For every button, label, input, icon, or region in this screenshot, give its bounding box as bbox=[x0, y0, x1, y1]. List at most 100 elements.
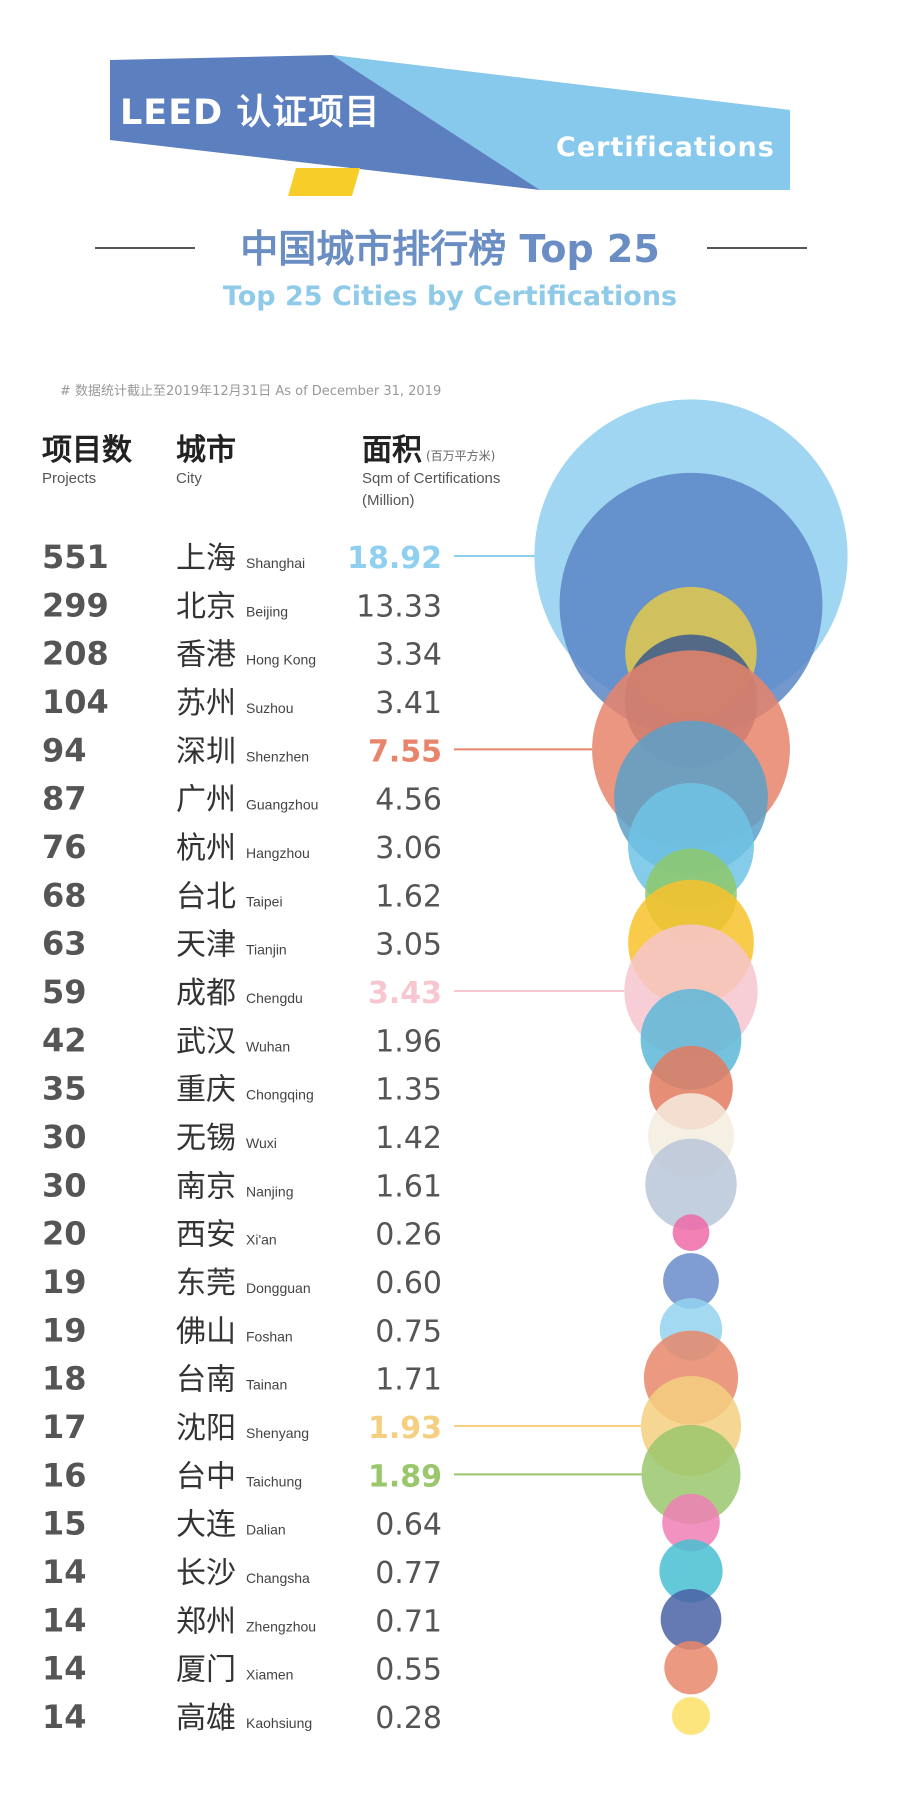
banner-title-cn: LEED 认证项目 bbox=[120, 93, 381, 133]
city-name-en: Zhengzhou bbox=[246, 1618, 316, 1634]
city-name-cn: 佛山 bbox=[176, 1314, 236, 1349]
bubble-xiamen bbox=[664, 1640, 718, 1695]
city-name-cn: 杭州 bbox=[176, 831, 236, 866]
projects-value: 15 bbox=[42, 1505, 87, 1543]
city-name-cn: 北京 bbox=[176, 589, 236, 624]
city-name-en: Guangzhou bbox=[246, 797, 318, 813]
city-name-cn: 厦门 bbox=[176, 1653, 236, 1688]
area-value: 3.05 bbox=[375, 928, 442, 963]
city-name-cn: 台中 bbox=[176, 1459, 236, 1494]
area-value: 1.71 bbox=[375, 1363, 442, 1398]
area-value: 0.75 bbox=[375, 1314, 442, 1349]
projects-value: 20 bbox=[42, 1215, 87, 1253]
projects-value: 63 bbox=[42, 925, 87, 963]
banner-graphic bbox=[110, 55, 790, 196]
city-name-cn: 高雄 bbox=[176, 1701, 236, 1736]
area-value: 4.56 bbox=[375, 783, 442, 818]
projects-value: 94 bbox=[42, 731, 87, 769]
city-name-en: Xiamen bbox=[246, 1667, 293, 1683]
city-name-cn: 苏州 bbox=[176, 686, 236, 721]
banner-yellow-mark bbox=[288, 168, 360, 196]
area-value: 0.55 bbox=[375, 1653, 442, 1688]
city-name-cn: 成都 bbox=[176, 976, 236, 1011]
bubble-dalian bbox=[662, 1493, 720, 1552]
area-value: 0.64 bbox=[375, 1508, 442, 1543]
city-name-en: Taichung bbox=[246, 1473, 302, 1489]
banner-dark-blue-shape bbox=[110, 55, 540, 190]
city-name-en: Wuhan bbox=[246, 1038, 290, 1054]
banner-title-en: Certifications bbox=[556, 132, 775, 163]
city-name-cn: 重庆 bbox=[176, 1073, 236, 1108]
city-name-cn: 西安 bbox=[176, 1218, 236, 1253]
banner-yellow-gap bbox=[263, 168, 279, 196]
city-name-en: Suzhou bbox=[246, 700, 293, 716]
projects-value: 76 bbox=[42, 828, 87, 866]
page-subtitle: Top 25 Cities by Certifications bbox=[222, 281, 678, 312]
city-name-cn: 长沙 bbox=[176, 1556, 236, 1591]
header-area: 面积 (百万平方米) bbox=[362, 425, 495, 469]
city-name-en: Chengdu bbox=[246, 990, 303, 1006]
projects-value: 551 bbox=[42, 538, 109, 576]
area-value: 7.55 bbox=[368, 734, 442, 769]
title-rule-left bbox=[95, 247, 195, 249]
area-value: 13.33 bbox=[356, 589, 442, 624]
header-area-en-2: (Million) bbox=[362, 492, 415, 509]
projects-value: 19 bbox=[42, 1263, 87, 1301]
area-value: 3.43 bbox=[368, 976, 442, 1011]
header-area-en-1: Sqm of Certifications bbox=[362, 470, 501, 487]
city-name-en: Chongqing bbox=[246, 1087, 314, 1103]
projects-value: 14 bbox=[42, 1650, 87, 1688]
city-name-en: Dalian bbox=[246, 1522, 286, 1538]
area-value: 3.34 bbox=[375, 638, 442, 673]
projects-value: 42 bbox=[42, 1021, 87, 1059]
city-name-cn: 沈阳 bbox=[176, 1411, 236, 1446]
bubble-xian bbox=[672, 1214, 710, 1252]
header-city-cn: 城市 bbox=[176, 433, 236, 468]
city-name-en: Shenzhen bbox=[246, 748, 309, 764]
banner-light-blue-shape bbox=[332, 55, 790, 190]
city-name-cn: 南京 bbox=[176, 1169, 236, 1204]
header-projects-en: Projects bbox=[42, 470, 97, 487]
city-name-cn: 广州 bbox=[176, 783, 236, 818]
projects-value: 17 bbox=[42, 1408, 87, 1446]
projects-value: 59 bbox=[42, 973, 87, 1011]
area-value: 0.26 bbox=[375, 1218, 442, 1253]
area-value: 3.41 bbox=[375, 686, 442, 721]
area-value: 1.96 bbox=[375, 1024, 442, 1059]
projects-value: 14 bbox=[42, 1601, 87, 1639]
header-projects-cn: 项目数 bbox=[42, 433, 132, 468]
city-name-cn: 武汉 bbox=[176, 1024, 236, 1059]
city-name-en: Xi'an bbox=[246, 1232, 277, 1248]
bubble-zhengzhou bbox=[660, 1588, 722, 1650]
area-value: 0.77 bbox=[375, 1556, 442, 1591]
area-value: 1.42 bbox=[375, 1121, 442, 1156]
bubble-changsha bbox=[659, 1539, 723, 1603]
projects-value: 208 bbox=[42, 635, 109, 673]
projects-value: 19 bbox=[42, 1311, 87, 1349]
area-value: 0.60 bbox=[375, 1266, 442, 1301]
city-name-en: Nanjing bbox=[246, 1183, 293, 1199]
area-value: 3.06 bbox=[375, 831, 442, 866]
city-name-en: Hangzhou bbox=[246, 845, 310, 861]
projects-value: 30 bbox=[42, 1118, 87, 1156]
projects-value: 68 bbox=[42, 876, 87, 914]
projects-value: 18 bbox=[42, 1360, 87, 1398]
projects-value: 16 bbox=[42, 1456, 87, 1494]
city-name-cn: 郑州 bbox=[176, 1604, 236, 1639]
city-name-cn: 无锡 bbox=[176, 1121, 236, 1156]
city-name-cn: 大连 bbox=[176, 1508, 236, 1543]
header-area-cn: 面积 bbox=[362, 433, 422, 468]
bubble-kaohsiung bbox=[671, 1696, 711, 1736]
city-name-en: Changsha bbox=[246, 1570, 310, 1586]
city-name-cn: 香港 bbox=[176, 638, 236, 673]
area-value: 1.93 bbox=[368, 1411, 442, 1446]
data-date-note: # 数据统计截止至2019年12月31日 As of December 31, … bbox=[60, 384, 442, 399]
header-area-unit: (百万平方米) bbox=[426, 449, 496, 463]
title-rule-right bbox=[707, 247, 807, 249]
city-name-en: Shanghai bbox=[246, 555, 305, 571]
city-name-en: Tainan bbox=[246, 1377, 287, 1393]
city-name-cn: 东莞 bbox=[176, 1266, 236, 1301]
row-text-group: 551 上海 Shanghai 18.92 299 北京 Beijing 13.33 208 香港… bbox=[42, 538, 642, 1736]
area-value: 1.89 bbox=[368, 1459, 442, 1494]
